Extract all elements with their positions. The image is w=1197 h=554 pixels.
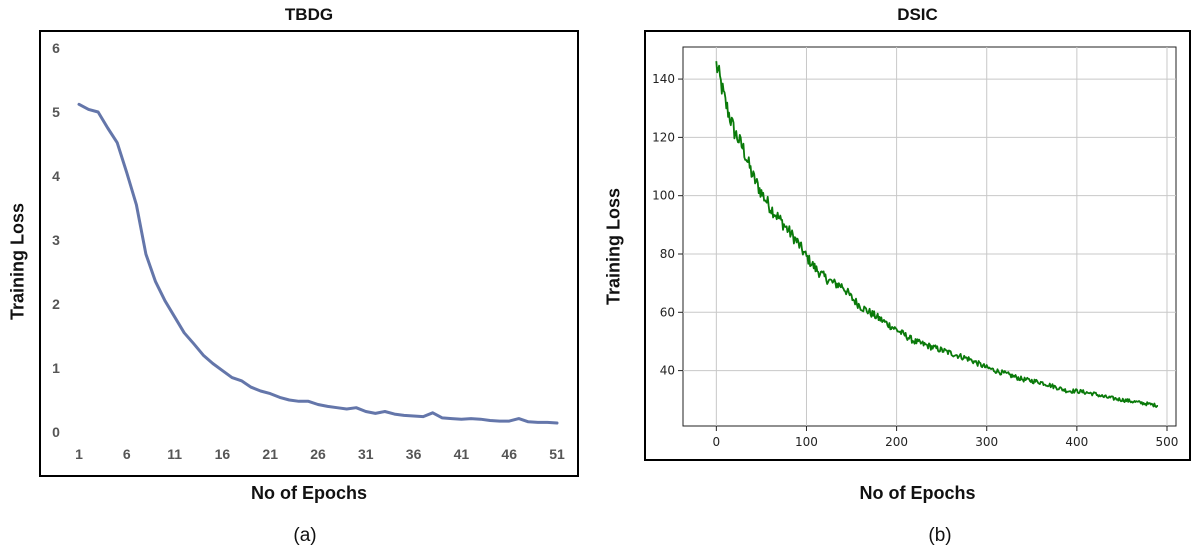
chart-b-ytick-4: 120 — [652, 130, 675, 144]
chart-b-ytick-2: 80 — [660, 247, 675, 261]
chart-a-ytick-3: 3 — [52, 232, 60, 248]
chart-a-ytick-6: 6 — [52, 40, 60, 56]
chart-a-xtick-9: 46 — [501, 446, 517, 462]
chart-a-xlabel: No of Epochs — [251, 483, 367, 503]
chart-b-xlabel: No of Epochs — [859, 483, 976, 503]
chart-a-ytick-4: 4 — [52, 168, 60, 184]
chart-a-xtick-2: 11 — [167, 446, 182, 462]
chart-a-ytick-1: 1 — [52, 360, 60, 376]
chart-a-xtick-4: 21 — [262, 446, 278, 462]
chart-b-xtick-5: 500 — [1156, 435, 1179, 449]
chart-b-ytick-1: 60 — [660, 305, 675, 319]
chart-a-xtick-0: 1 — [75, 446, 83, 462]
chart-b-xtick-3: 300 — [975, 435, 998, 449]
chart-b-xtick-0: 0 — [713, 435, 721, 449]
chart-b-ytick-5: 140 — [652, 72, 675, 86]
chart-a-frame — [39, 30, 579, 477]
caption-b: (b) — [928, 525, 952, 546]
chart-a-title: TBDG — [284, 5, 334, 24]
chart-a-xtick-5: 26 — [310, 446, 326, 462]
chart-a-xtick-3: 16 — [215, 446, 231, 462]
chart-a-xtick-1: 6 — [123, 446, 131, 462]
chart-a-series-line — [77, 102, 559, 425]
chart-b-xtick-4: 400 — [1065, 435, 1088, 449]
chart-a-xtick-8: 41 — [454, 446, 470, 462]
chart-b-axes — [682, 46, 1177, 427]
chart-a-ytick-0: 0 — [52, 424, 60, 440]
chart-a-ylabel: Training Loss — [7, 202, 28, 321]
chart-b-ylabel: Training Loss — [603, 187, 624, 306]
chart-b-grid: 0 100 200 300 400 500 40 60 80 100 120 140 — [652, 47, 1178, 449]
chart-b-marks — [715, 61, 1159, 408]
chart-a-xtick-10: 51 — [549, 446, 565, 462]
chart-b-title: DSIC — [897, 5, 938, 24]
caption-a: (a) — [293, 525, 317, 546]
chart-b-ytick-3: 100 — [652, 189, 675, 203]
chart-b-xtick-1: 100 — [795, 435, 818, 449]
chart-a-ytick-5: 5 — [52, 104, 60, 120]
chart-a-xtick-6: 31 — [358, 446, 374, 462]
chart-a-xtick-7: 36 — [406, 446, 422, 462]
chart-b-series-line — [715, 61, 1159, 408]
chart-a-ytick-2: 2 — [52, 296, 60, 312]
chart-b-ytick-0: 40 — [660, 364, 675, 378]
chart-b-xtick-2: 200 — [885, 435, 908, 449]
